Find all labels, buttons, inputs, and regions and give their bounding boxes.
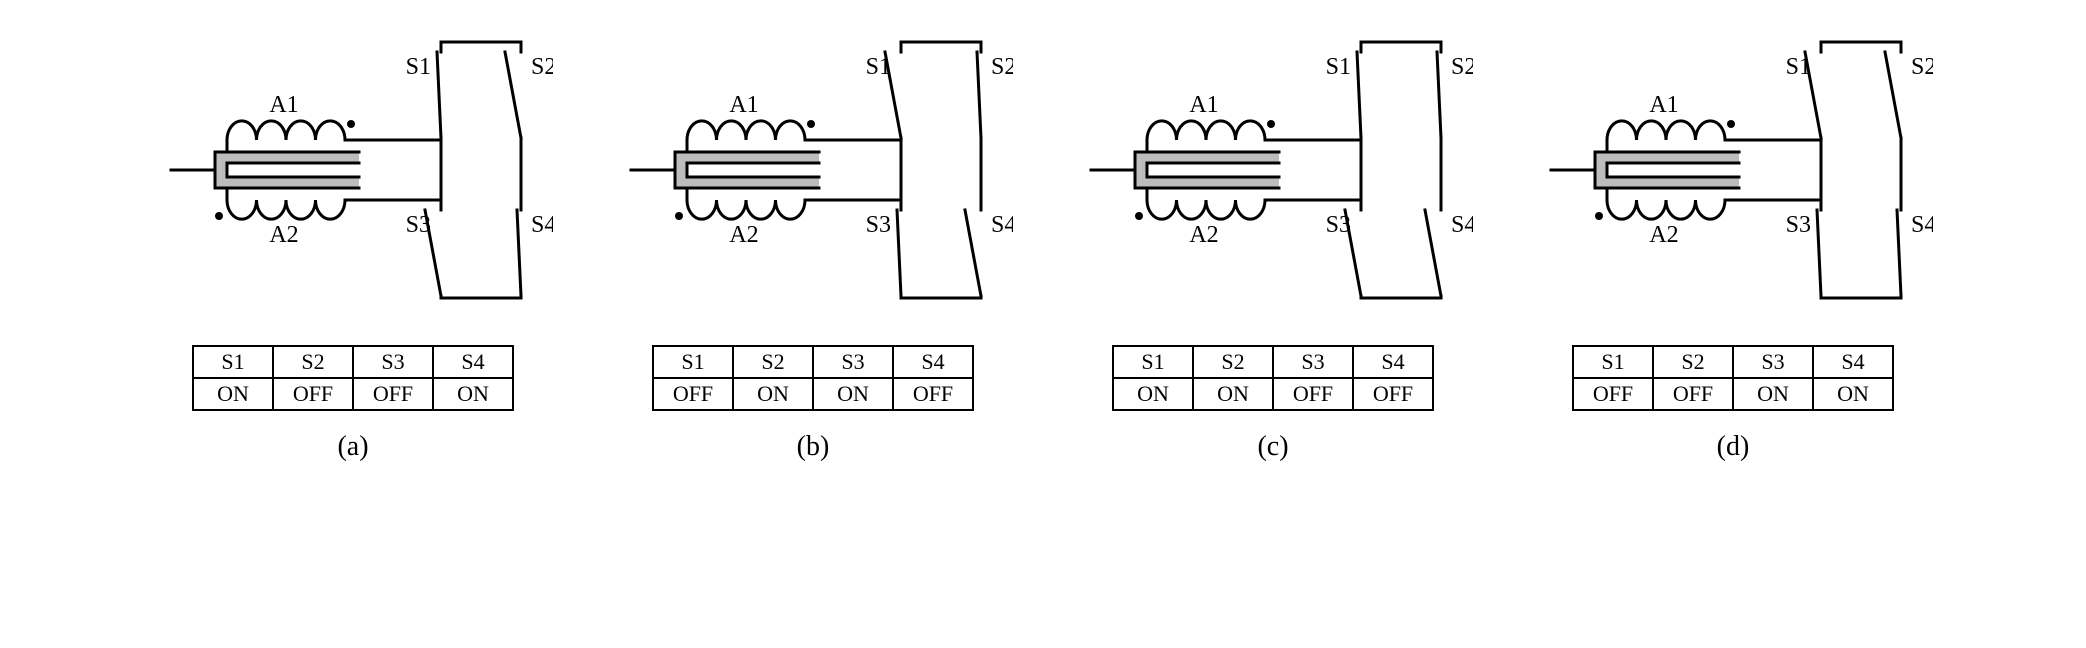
switch-state-table: S1S2S3S4OFFONONOFF: [652, 345, 974, 411]
table-header-cell: S2: [1193, 346, 1273, 378]
circuit: S1 S2 S3 S4: [153, 20, 553, 325]
table-header-cell: S3: [1733, 346, 1813, 378]
table-value-cell: OFF: [893, 378, 973, 410]
table-header-cell: S4: [893, 346, 973, 378]
panel-0: S1 S2 S3 S4: [153, 20, 553, 463]
table-value-cell: ON: [1813, 378, 1893, 410]
circuit-svg: S1 S2 S3 S4: [1073, 20, 1473, 320]
svg-text:S2: S2: [1451, 54, 1473, 80]
table-value-cell: ON: [433, 378, 513, 410]
circuit: S1 S2 S3 S4: [1073, 20, 1473, 325]
panel-caption: (b): [797, 431, 830, 463]
table-value-cell: ON: [813, 378, 893, 410]
svg-text:A2: A2: [1649, 222, 1678, 248]
table-value-cell: OFF: [1573, 378, 1653, 410]
svg-text:S2: S2: [991, 54, 1013, 80]
svg-text:S1: S1: [866, 54, 891, 80]
svg-text:S1: S1: [1786, 54, 1811, 80]
table-value-cell: ON: [1733, 378, 1813, 410]
svg-text:S3: S3: [406, 212, 431, 238]
table-header-cell: S2: [273, 346, 353, 378]
panel-caption: (c): [1257, 431, 1288, 463]
circuit: S1 S2 S3 S4: [1533, 20, 1933, 325]
panel-1: S1 S2 S3 S4: [613, 20, 1013, 463]
table-value-cell: OFF: [1653, 378, 1733, 410]
table-header-cell: S2: [1653, 346, 1733, 378]
table-header-cell: S3: [813, 346, 893, 378]
svg-text:S3: S3: [1326, 212, 1351, 238]
panel-2: S1 S2 S3 S4: [1073, 20, 1473, 463]
table-header-cell: S1: [1113, 346, 1193, 378]
table-value-cell: OFF: [353, 378, 433, 410]
table-header-cell: S1: [653, 346, 733, 378]
svg-text:A1: A1: [1649, 92, 1678, 118]
svg-text:A2: A2: [1189, 222, 1218, 248]
table-header-cell: S2: [733, 346, 813, 378]
table-header-cell: S1: [193, 346, 273, 378]
table-header-cell: S4: [433, 346, 513, 378]
table-value-cell: OFF: [653, 378, 733, 410]
table-value-cell: OFF: [1273, 378, 1353, 410]
switch-state-table: S1S2S3S4OFFOFFONON: [1572, 345, 1894, 411]
svg-text:S4: S4: [531, 212, 553, 238]
table-value-cell: ON: [1193, 378, 1273, 410]
svg-text:S2: S2: [531, 54, 553, 80]
svg-text:A2: A2: [729, 222, 758, 248]
circuit-svg: S1 S2 S3 S4: [153, 20, 553, 320]
table-header-cell: S3: [1273, 346, 1353, 378]
panel-3: S1 S2 S3 S4: [1533, 20, 1933, 463]
table-value-cell: OFF: [1353, 378, 1433, 410]
table-header-cell: S4: [1813, 346, 1893, 378]
table-value-cell: OFF: [273, 378, 353, 410]
circuit: S1 S2 S3 S4: [613, 20, 1013, 325]
table-header-cell: S1: [1573, 346, 1653, 378]
circuit-svg: S1 S2 S3 S4: [1533, 20, 1933, 320]
svg-text:S1: S1: [1326, 54, 1351, 80]
circuit-svg: S1 S2 S3 S4: [613, 20, 1013, 320]
table-value-cell: ON: [193, 378, 273, 410]
svg-text:A1: A1: [729, 92, 758, 118]
svg-text:A1: A1: [1189, 92, 1218, 118]
svg-text:A1: A1: [269, 92, 298, 118]
switch-state-table: S1S2S3S4ONONOFFOFF: [1112, 345, 1434, 411]
table-header-cell: S3: [353, 346, 433, 378]
panel-caption: (d): [1717, 431, 1750, 463]
svg-text:S4: S4: [991, 212, 1013, 238]
svg-text:S2: S2: [1911, 54, 1933, 80]
switch-state-table: S1S2S3S4ONOFFOFFON: [192, 345, 514, 411]
table-header-cell: S4: [1353, 346, 1433, 378]
svg-text:A2: A2: [269, 222, 298, 248]
svg-text:S3: S3: [1786, 212, 1811, 238]
svg-text:S1: S1: [406, 54, 431, 80]
panel-caption: (a): [337, 431, 368, 463]
svg-text:S3: S3: [866, 212, 891, 238]
table-value-cell: ON: [1113, 378, 1193, 410]
svg-text:S4: S4: [1911, 212, 1933, 238]
svg-text:S4: S4: [1451, 212, 1473, 238]
table-value-cell: ON: [733, 378, 813, 410]
